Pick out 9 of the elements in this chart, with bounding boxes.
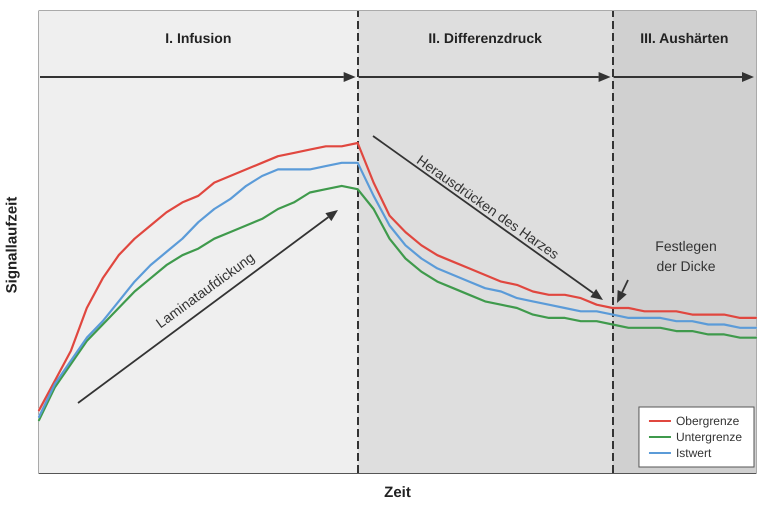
legend-label: Obergrenze (676, 414, 740, 428)
text: I. Infusion (165, 30, 232, 46)
x-axis-title: Zeit (384, 484, 411, 501)
text: II. Differenzdruck (428, 30, 542, 46)
annotation: Festlegen der Dicke (655, 238, 717, 274)
y-axis-title: Signallaufzeit (4, 196, 20, 294)
legend-label: Untergrenze (676, 430, 742, 444)
text: III. Aushärten (640, 30, 728, 46)
legend-label: Istwert (676, 446, 712, 460)
